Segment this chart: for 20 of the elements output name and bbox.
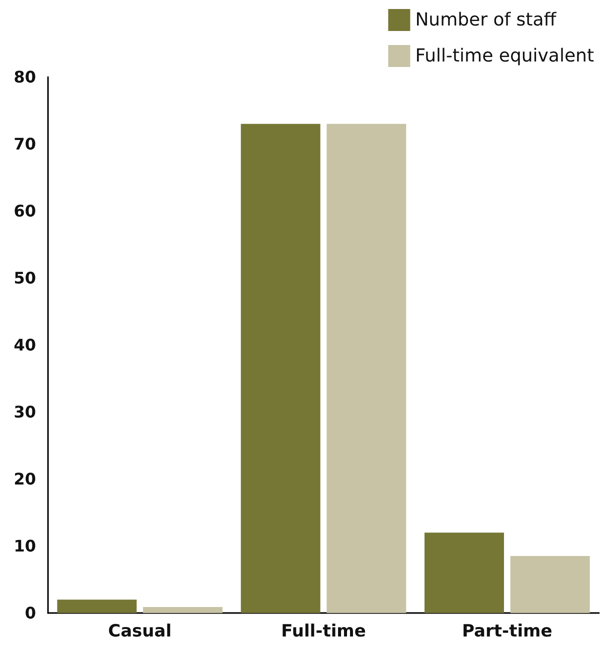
y-tick-label: 70 bbox=[14, 134, 36, 154]
legend-label: Number of staff bbox=[415, 10, 557, 30]
bar bbox=[510, 556, 590, 613]
y-tick-label: 50 bbox=[14, 268, 36, 288]
y-tick-label: 60 bbox=[14, 202, 36, 220]
x-tick-label: Full-time bbox=[281, 622, 366, 642]
bar bbox=[424, 532, 504, 613]
bar bbox=[240, 124, 320, 613]
y-tick-label: 0 bbox=[24, 604, 36, 622]
bar bbox=[57, 600, 137, 613]
x-tick-label: Part-time bbox=[462, 622, 552, 642]
y-tick-label: 30 bbox=[14, 402, 36, 422]
y-tick-label: 40 bbox=[14, 336, 36, 354]
legend-label: Full-time equivalent bbox=[415, 46, 594, 66]
bar bbox=[143, 606, 222, 613]
y-tick-label: 80 bbox=[14, 68, 36, 86]
x-tick-label: Casual bbox=[108, 622, 172, 642]
y-tick-label: 20 bbox=[14, 470, 36, 488]
y-tick-label: 10 bbox=[14, 536, 36, 556]
bar bbox=[326, 124, 406, 613]
